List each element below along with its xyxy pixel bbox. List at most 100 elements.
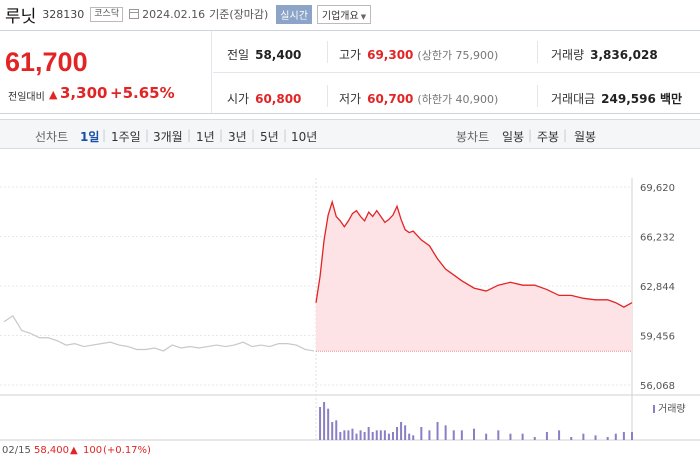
volume-bar [339, 432, 342, 440]
amount-cell: 거래대금 249,596 백만 [551, 90, 682, 107]
volume-label: 거래량 [551, 48, 585, 62]
volume-bar [351, 428, 354, 440]
stock-code: 328130 [42, 7, 85, 21]
volume-bar [497, 430, 500, 440]
volume-bar [400, 422, 403, 440]
open-label: 시가 [227, 92, 250, 106]
volume-bar [452, 430, 455, 440]
y-tick-label: 69,620 [640, 183, 675, 194]
chevron-down-icon: ▼ [360, 12, 367, 21]
divider: | [528, 128, 533, 142]
volume-bar [387, 433, 390, 440]
prev-day-close: 58,400 [34, 445, 69, 456]
volume-bar [347, 430, 350, 440]
prev-day-change: 100 [83, 445, 103, 456]
low-value: 60,700 [367, 92, 414, 106]
calendar-icon [129, 9, 140, 19]
volume-bar [343, 430, 346, 440]
upper-limit: (상한가 75,900) [417, 49, 499, 62]
daily-candle-button[interactable]: 일봉 [502, 130, 525, 144]
prev-close-cell: 전일 58,400 [227, 46, 301, 63]
volume-bar [396, 427, 399, 440]
prev-close-value: 58,400 [255, 48, 302, 62]
divider: | [187, 128, 192, 142]
range-1y-button[interactable]: 1년 [196, 130, 215, 144]
price-change: 3,300 [60, 84, 108, 102]
divider: | [145, 128, 150, 142]
stock-header: 루닛 328130 코스닥 2024.02.16 기준(장마감) 실시간 기업개… [0, 0, 700, 28]
stats-divider [213, 72, 700, 73]
price-chart: 69,62066,23262,84459,45656,068거래량02/1610… [0, 178, 700, 441]
volume-bar [545, 432, 548, 440]
low-label: 저가 [339, 92, 362, 106]
volume-bar [460, 430, 463, 440]
volume-bar [412, 435, 415, 440]
y-tick-label: 66,232 [640, 233, 675, 244]
candle-chart-label: 봉차트 [456, 130, 490, 144]
divider: | [219, 128, 224, 142]
low-cell: 저가 60,700 (하한가 40,900) [339, 90, 498, 107]
price-change-pct: +5.65% [110, 84, 175, 102]
company-info-dropdown[interactable]: 기업개요 ▼ [316, 4, 372, 24]
prev-day-pct: (+0.17%) [103, 445, 151, 456]
volume-bar [473, 428, 475, 440]
price-area [316, 201, 632, 351]
y-tick-label: 56,068 [640, 381, 675, 392]
stock-name: 루닛 [5, 6, 37, 27]
divider: | [102, 128, 107, 142]
range-1d-button[interactable]: 1일 [80, 130, 100, 144]
volume-bar [594, 435, 597, 440]
volume-bar [363, 432, 366, 440]
high-cell: 고가 69,300 (상한가 75,900) [339, 46, 498, 63]
volume-bar [428, 430, 431, 440]
range-3y-button[interactable]: 3년 [228, 130, 247, 144]
volume-bar [375, 430, 378, 440]
volume-bar [391, 432, 394, 440]
range-1w-button[interactable]: 1주일 [111, 130, 141, 144]
divider: | [563, 128, 568, 142]
volume-bar [582, 433, 585, 440]
quote-basis: 기준(장마감) [209, 8, 269, 21]
open-value: 60,800 [255, 92, 302, 106]
market-badge: 코스닥 [90, 6, 124, 22]
y-tick-label: 59,456 [640, 332, 675, 343]
stat-separator [537, 41, 538, 63]
weekly-candle-button[interactable]: 주봉 [537, 130, 560, 144]
volume-bar [614, 433, 617, 440]
current-price: 61,700 [5, 47, 88, 77]
range-5y-button[interactable]: 5년 [260, 130, 279, 144]
prev-day-footer: 02/15 58,400 ▲ 100 (+0.17%) [0, 441, 700, 460]
volume-bar [335, 420, 338, 440]
open-cell: 시가 60,800 [227, 90, 301, 107]
current-price-panel: 61,700 전일대비 ▲ 3,300 +5.65% [0, 31, 212, 113]
volume-bar [631, 432, 633, 440]
volume-bar [371, 432, 374, 440]
change-label: 전일대비 [8, 92, 45, 103]
high-value: 69,300 [367, 48, 414, 62]
volume-bar [436, 422, 439, 440]
y-tick-label: 62,844 [640, 282, 675, 293]
volume-bar [367, 427, 370, 440]
range-3m-button[interactable]: 3개월 [153, 130, 183, 144]
chart-toolbar: 선차트 1일 | 1주일 | 3개월 | 1년 | 3년 | 5년 | 10년 … [0, 119, 700, 149]
realtime-button[interactable]: 실시간 [276, 4, 312, 24]
divider: | [283, 128, 288, 142]
line-chart-label: 선차트 [35, 130, 69, 144]
stat-separator [327, 41, 328, 63]
volume-bar [323, 402, 326, 440]
range-10y-button[interactable]: 10년 [291, 130, 318, 144]
prev-day-line [3, 315, 315, 352]
volume-cell: 거래량 3,836,028 [551, 46, 658, 63]
up-arrow-icon: ▲ [49, 88, 58, 101]
prev-close-label: 전일 [227, 48, 250, 62]
volume-bar [408, 433, 411, 440]
volume-bar [509, 433, 512, 440]
volume-legend-label: 거래량 [658, 403, 686, 415]
price-line [315, 199, 633, 308]
amount-value: 249,596 백만 [601, 92, 683, 106]
volume-bar [570, 437, 573, 440]
monthly-candle-button[interactable]: 월봉 [574, 130, 597, 144]
volume-bar [319, 407, 322, 440]
volume-bar [485, 433, 488, 440]
